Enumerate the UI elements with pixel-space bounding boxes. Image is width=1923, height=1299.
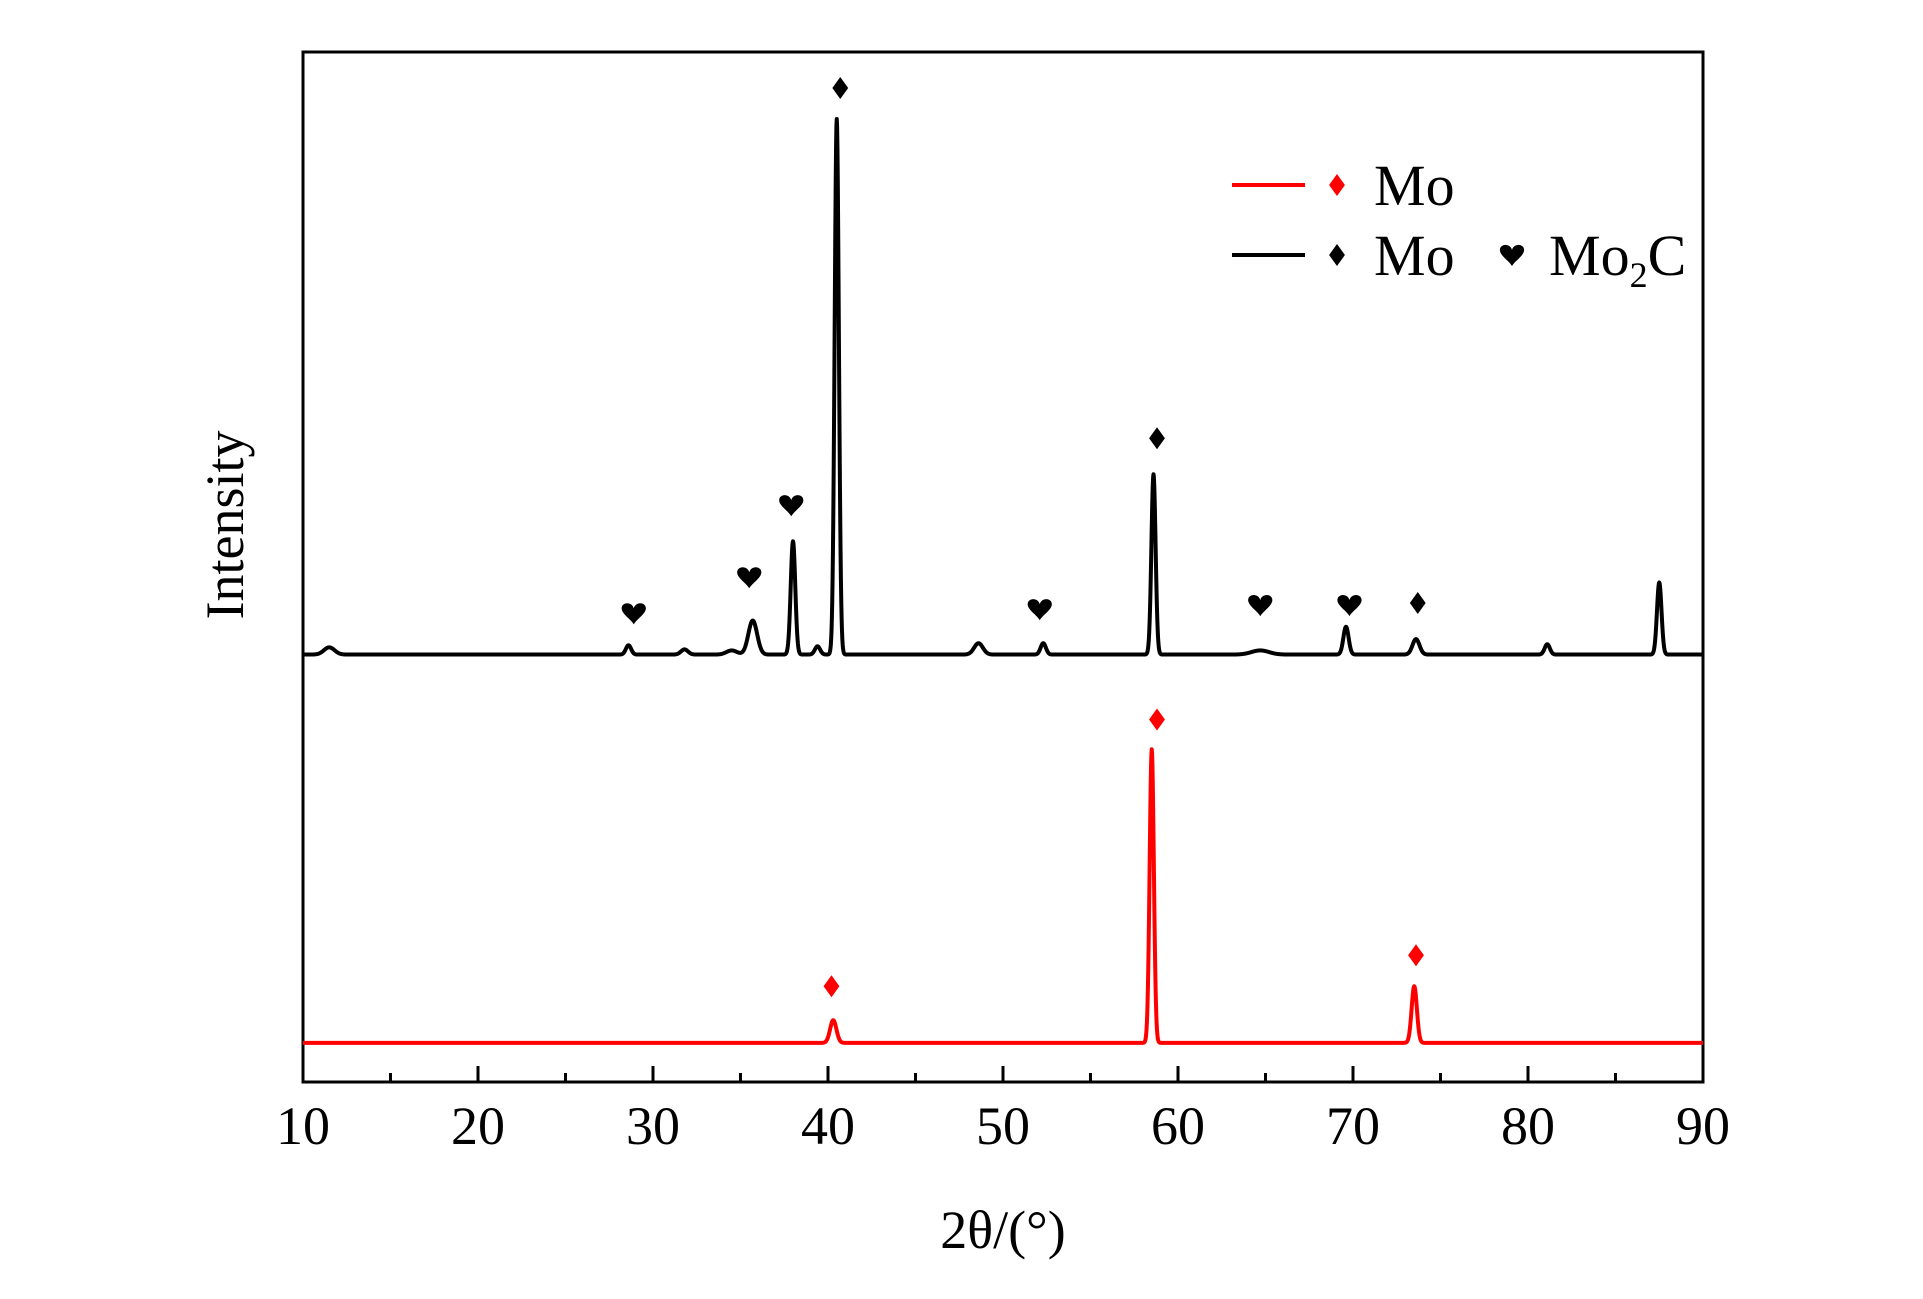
diamond-marker-icon [832, 77, 849, 100]
diamond-marker-icon [1149, 708, 1165, 731]
x-tick-label: 60 [1151, 1096, 1205, 1156]
heart-marker-icon [621, 603, 646, 625]
plot-frame [301, 50, 1705, 1084]
peak-markers [621, 77, 1426, 998]
diamond-marker-icon [1149, 427, 1165, 450]
x-tick-label: 20 [451, 1096, 505, 1156]
x-axis-label: 2θ/(°) [940, 1200, 1065, 1260]
heart-marker-icon [1027, 599, 1052, 621]
diamond-marker-icon [1408, 944, 1424, 967]
legend-label: Mo2C [1549, 223, 1686, 295]
diamond-marker-icon [823, 975, 840, 998]
x-tick-label: 70 [1326, 1096, 1380, 1156]
series-line-0 [301, 116, 1705, 657]
heart-marker-icon [779, 495, 804, 517]
legend-heart-icon [1499, 244, 1525, 266]
y-axis-label: Intensity [195, 431, 255, 620]
heart-marker-icon [737, 567, 762, 589]
x-axis-ticks: 10 20 30 40 50 60 70 80 90 [276, 1066, 1730, 1156]
x-tick-label: 10 [276, 1096, 330, 1156]
legend-diamond-icon [1329, 174, 1345, 196]
heart-marker-icon [1337, 595, 1362, 617]
diamond-marker-icon [1409, 592, 1426, 615]
heart-marker-icon [1248, 595, 1273, 617]
x-tick-label: 40 [801, 1096, 855, 1156]
legend-label: Mo [1374, 223, 1455, 288]
series-line-1 [301, 747, 1705, 1045]
x-tick-label: 80 [1501, 1096, 1555, 1156]
x-tick-label: 30 [626, 1096, 680, 1156]
series-layer [301, 116, 1705, 1045]
legend-label: Mo [1374, 153, 1455, 218]
x-tick-label: 90 [1676, 1096, 1730, 1156]
legend-diamond-icon [1329, 244, 1345, 266]
x-tick-label: 50 [976, 1096, 1030, 1156]
